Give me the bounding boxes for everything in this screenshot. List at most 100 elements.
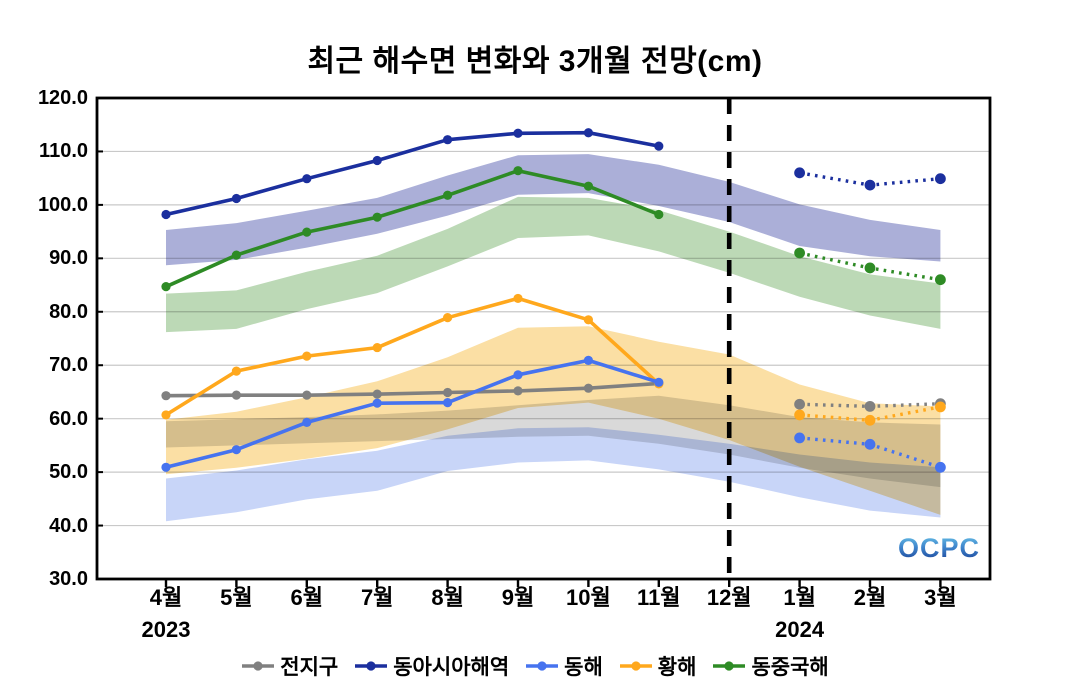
marker-forecast-east-sea — [864, 438, 876, 450]
marker-forecast-east-sea — [935, 461, 946, 473]
x-tick-label: 10월 — [566, 585, 611, 610]
legend-marker-yellow-sea — [619, 661, 652, 671]
x-tick-label: 9월 — [501, 585, 535, 610]
y-tick-label: 40.0 — [49, 514, 88, 537]
marker-global — [583, 383, 594, 393]
legend-marker-east-china-sea — [713, 661, 746, 671]
legend-item-yellow-sea: 황해 — [619, 651, 697, 681]
marker-forecast-east-asia — [864, 179, 876, 191]
marker-yellow-sea — [372, 342, 382, 353]
legend-marker-east-asia — [355, 661, 388, 671]
marker-yellow-sea — [161, 410, 171, 420]
marker-east-china-sea — [372, 212, 382, 222]
y-tick-label: 110.0 — [39, 140, 88, 163]
marker-east-sea — [231, 445, 241, 455]
marker-yellow-sea — [583, 315, 594, 325]
marker-east-asia — [161, 209, 171, 220]
marker-forecast-east-sea — [794, 432, 805, 444]
marker-east-sea — [654, 377, 664, 387]
line-observed-east-sea — [165, 358, 660, 470]
marker-east-sea — [583, 355, 594, 366]
y-tick-label: 70.0 — [49, 354, 88, 377]
x-tick-label: 8월 — [431, 585, 464, 610]
marker-yellow-sea — [231, 366, 241, 376]
marker-forecast-east-china-sea — [794, 247, 805, 259]
band-east-sea — [166, 427, 941, 522]
legend-marker-east-sea — [526, 661, 559, 671]
marker-yellow-sea — [302, 351, 312, 361]
legend-marker-global — [242, 661, 275, 671]
ocpc-logo: OCPC — [885, 533, 980, 564]
marker-east-sea — [443, 398, 453, 408]
marker-east-asia — [513, 128, 523, 138]
y-tick-label: 50.0 — [49, 461, 88, 484]
marker-yellow-sea — [513, 293, 523, 304]
x-tick-label: 7월 — [360, 585, 394, 610]
year-label: 2024 — [775, 617, 825, 642]
y-tick-label: 100.0 — [37, 193, 88, 216]
marker-east-china-sea — [231, 250, 241, 260]
marker-east-sea — [161, 462, 171, 472]
marker-east-china-sea — [302, 227, 312, 237]
x-tick-label: 1월 — [783, 585, 816, 610]
legend-item-east-china-sea: 동중국해 — [712, 651, 829, 681]
y-tick-label: 90.0 — [49, 247, 88, 270]
band-east-china-sea — [166, 196, 941, 333]
legend-label-east-asia: 동아시아해역 — [393, 656, 510, 679]
legend-label-east-china-sea: 동중국해 — [751, 656, 829, 679]
y-tick-label: 80.0 — [49, 300, 88, 323]
legend-item-east-asia: 동아시아해역 — [354, 651, 509, 681]
band-yellow-sea — [166, 326, 941, 515]
x-tick-label: 6월 — [290, 585, 324, 610]
marker-east-asia — [231, 193, 241, 204]
marker-global — [161, 391, 171, 401]
marker-forecast-yellow-sea — [935, 401, 946, 413]
marker-east-china-sea — [443, 190, 453, 200]
marker-global — [231, 390, 241, 400]
marker-yellow-sea — [443, 313, 453, 323]
marker-east-china-sea — [513, 166, 523, 176]
legend-item-global: 전지구 — [241, 651, 338, 681]
x-tick-label: 4월 — [149, 585, 183, 610]
year-label: 2023 — [141, 617, 191, 642]
marker-forecast-east-china-sea — [935, 274, 946, 286]
marker-forecast-global — [864, 400, 876, 412]
marker-east-asia — [372, 155, 382, 166]
marker-forecast-yellow-sea — [864, 414, 876, 426]
marker-east-china-sea — [161, 282, 171, 292]
marker-global — [513, 386, 523, 396]
marker-global — [443, 387, 453, 398]
x-tick-label: 12월 — [706, 585, 752, 610]
y-tick-label: 120.0 — [37, 87, 88, 109]
marker-forecast-east-china-sea — [864, 262, 876, 274]
marker-global — [372, 389, 382, 399]
line-observed-global — [165, 381, 659, 398]
legend-label-global: 전지구 — [280, 656, 339, 679]
marker-east-china-sea — [654, 209, 664, 220]
y-tick-label: 30.0 — [49, 568, 88, 590]
legend-item-east-sea: 동해 — [525, 651, 603, 681]
plot-frame — [95, 96, 992, 581]
y-tick-label: 60.0 — [49, 407, 88, 430]
marker-east-china-sea — [583, 181, 594, 191]
x-tick-label: 3월 — [924, 585, 957, 610]
marker-east-asia — [302, 174, 312, 184]
legend-label-yellow-sea: 황해 — [657, 656, 697, 679]
chart-title: 최근 해수면 변화와 3개월 전망(cm) — [307, 45, 763, 78]
marker-global — [302, 390, 312, 400]
x-tick-label: 11월 — [637, 585, 681, 610]
x-tick-label: 2월 — [853, 585, 887, 610]
marker-forecast-global — [794, 398, 805, 410]
line-observed-east-china-sea — [165, 168, 660, 289]
marker-east-sea — [302, 417, 312, 428]
legend-label-east-sea: 동해 — [564, 656, 603, 679]
marker-east-asia — [654, 141, 664, 151]
line-observed-east-asia — [165, 130, 660, 217]
legend: 전지구 동아시아해역 동해 황해 동중국해 — [0, 648, 1070, 684]
marker-forecast-east-asia — [935, 173, 946, 185]
marker-east-sea — [513, 370, 523, 380]
marker-east-sea — [372, 398, 382, 408]
marker-east-asia — [443, 135, 453, 145]
